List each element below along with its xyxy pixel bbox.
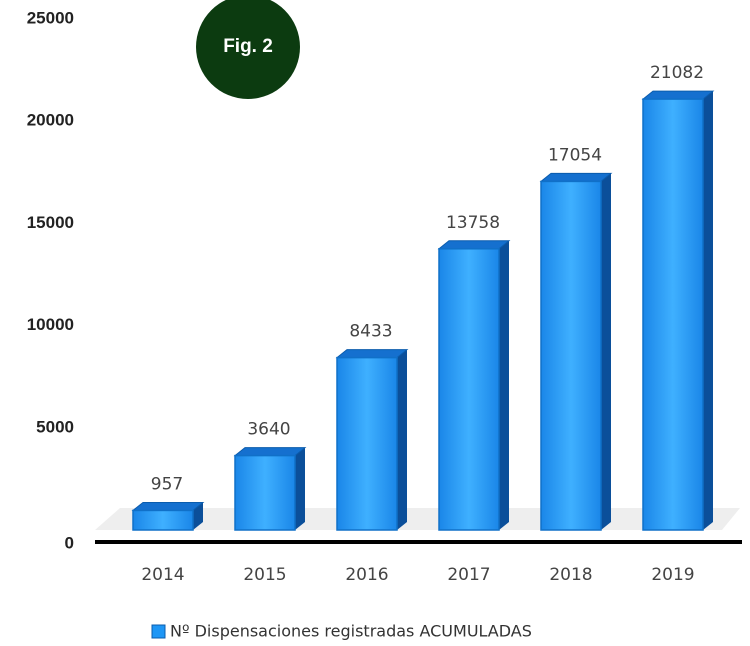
fig-label: Fig. 2 [223,36,273,57]
bar-front [438,248,500,531]
data-label: 17054 [548,145,602,165]
bar-side [499,240,509,530]
bar-side [601,173,611,530]
x-tick-label: 2014 [141,565,184,585]
bar-top [641,90,715,100]
data-label: 3640 [247,420,290,440]
y-tick-label: 0 [65,533,74,552]
bar-front [132,509,194,531]
bar-front [336,356,398,531]
bar-front [234,454,296,531]
data-label: 21082 [650,63,704,83]
data-label: 957 [151,474,183,494]
bar [233,447,307,531]
bar [539,172,613,531]
x-tick-label: 2017 [447,565,490,585]
bar-top [335,349,409,359]
bar-front [642,98,704,531]
bar-top [131,501,205,511]
bar-front [540,180,602,531]
bar [437,240,511,531]
y-tick-label: 10000 [27,315,74,334]
data-label: 13758 [446,213,500,233]
bar-side [193,502,203,530]
x-tick-label: 2015 [243,565,286,585]
bar-top [437,240,511,250]
y-tick-label: 20000 [27,111,74,130]
y-tick-label: 5000 [36,417,74,436]
bar [641,90,715,531]
y-tick-label: 15000 [27,213,74,232]
fig-badge [196,0,300,99]
bar-top [539,172,613,182]
legend-swatch [151,624,166,639]
bar-side [397,349,407,530]
x-tick-label: 2018 [549,565,592,585]
bar-side [703,91,713,530]
bar-side [295,447,305,530]
data-label: 8433 [349,322,392,342]
x-tick-label: 2019 [651,565,694,585]
bar [131,501,205,531]
y-tick-label: 25000 [27,8,74,27]
bar-top [233,447,307,457]
legend-label: Nº Dispensaciones registradas ACUMULADAS [170,622,532,641]
x-tick-label: 2016 [345,565,388,585]
bar [335,349,409,531]
